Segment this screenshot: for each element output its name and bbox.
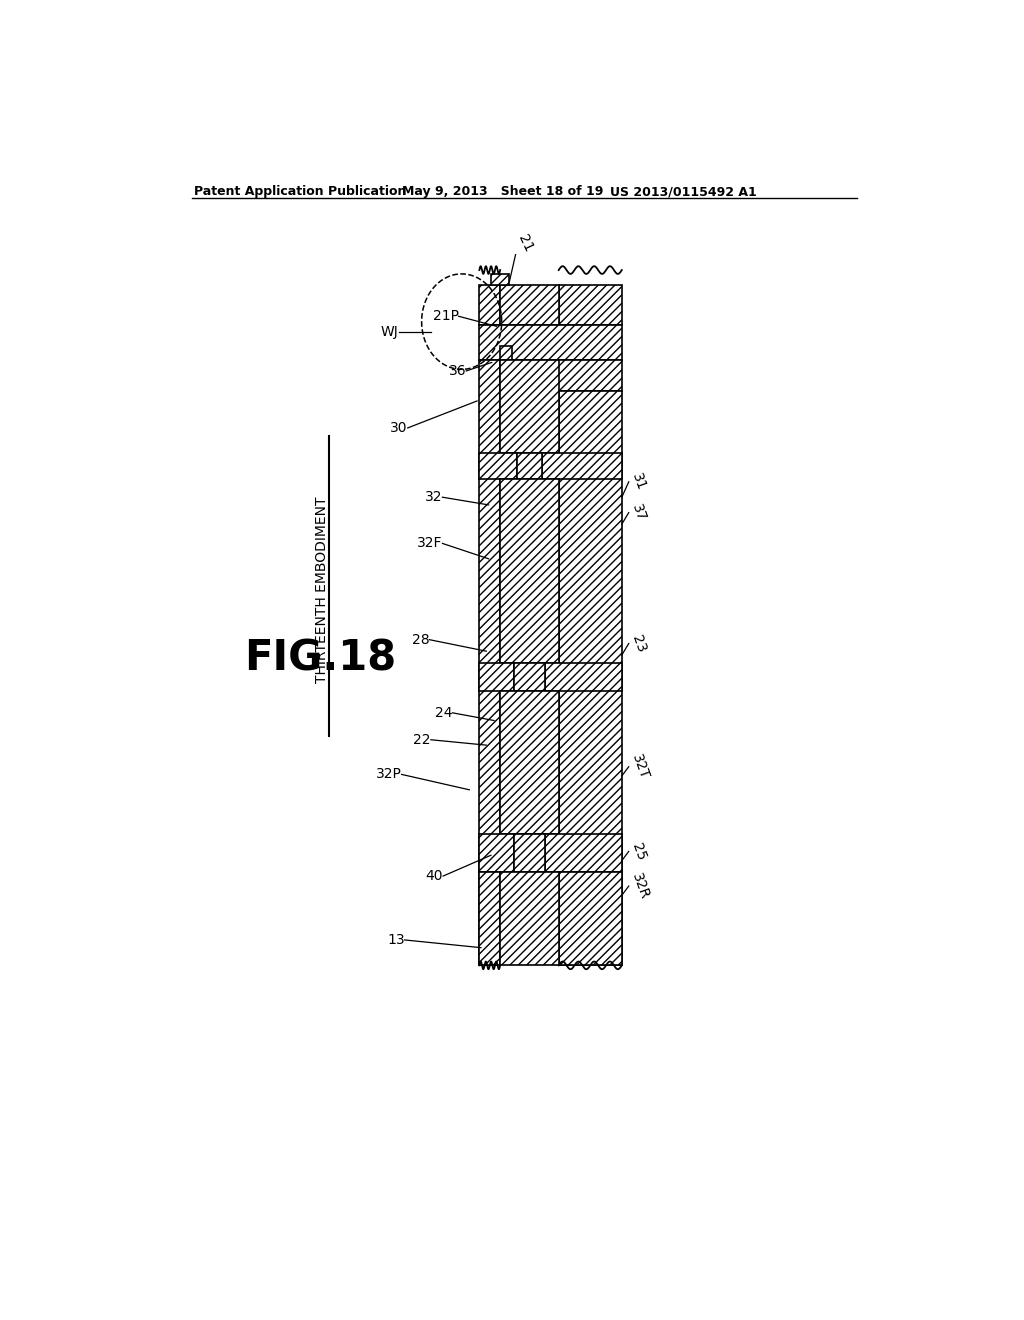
Text: 32: 32 <box>425 490 442 504</box>
Polygon shape <box>500 360 559 453</box>
Text: 13: 13 <box>387 933 404 946</box>
Text: 23: 23 <box>629 632 648 655</box>
Polygon shape <box>545 834 622 873</box>
Polygon shape <box>490 275 509 285</box>
Text: 28: 28 <box>412 632 429 647</box>
Polygon shape <box>559 873 622 965</box>
Polygon shape <box>514 663 545 692</box>
Text: 24: 24 <box>435 706 453 719</box>
Text: 25: 25 <box>629 841 648 862</box>
Polygon shape <box>545 663 622 692</box>
Polygon shape <box>500 692 559 834</box>
Polygon shape <box>479 834 514 873</box>
Text: THIRTEENTH EMBODIMENT: THIRTEENTH EMBODIMENT <box>314 496 329 682</box>
Text: FIG.18: FIG.18 <box>245 638 396 680</box>
Polygon shape <box>500 873 559 965</box>
Text: 32F: 32F <box>417 536 442 550</box>
Polygon shape <box>559 391 622 965</box>
Polygon shape <box>479 873 500 965</box>
Text: 32T: 32T <box>629 752 651 781</box>
Text: 21P: 21P <box>432 309 459 323</box>
Polygon shape <box>500 479 559 663</box>
Text: May 9, 2013   Sheet 18 of 19: May 9, 2013 Sheet 18 of 19 <box>401 185 603 198</box>
Polygon shape <box>517 453 542 479</box>
Text: US 2013/0115492 A1: US 2013/0115492 A1 <box>609 185 757 198</box>
Text: 36: 36 <box>449 364 466 378</box>
Text: 37: 37 <box>629 502 648 523</box>
Text: 21: 21 <box>515 232 536 255</box>
Text: WJ: WJ <box>381 325 398 339</box>
Text: 40: 40 <box>426 869 443 883</box>
Polygon shape <box>500 285 559 326</box>
Text: 22: 22 <box>414 733 431 747</box>
Text: Patent Application Publication: Patent Application Publication <box>194 185 407 198</box>
Polygon shape <box>544 360 622 391</box>
Polygon shape <box>479 285 500 326</box>
Text: 31: 31 <box>629 471 648 492</box>
Text: 32P: 32P <box>376 767 401 781</box>
Polygon shape <box>479 326 622 360</box>
Polygon shape <box>559 285 622 326</box>
Polygon shape <box>479 360 500 965</box>
Polygon shape <box>479 663 514 692</box>
Polygon shape <box>542 453 622 479</box>
Polygon shape <box>479 453 517 479</box>
Text: 32R: 32R <box>629 871 651 902</box>
Text: 30: 30 <box>390 421 408 434</box>
Polygon shape <box>514 834 545 873</box>
Polygon shape <box>500 346 512 360</box>
